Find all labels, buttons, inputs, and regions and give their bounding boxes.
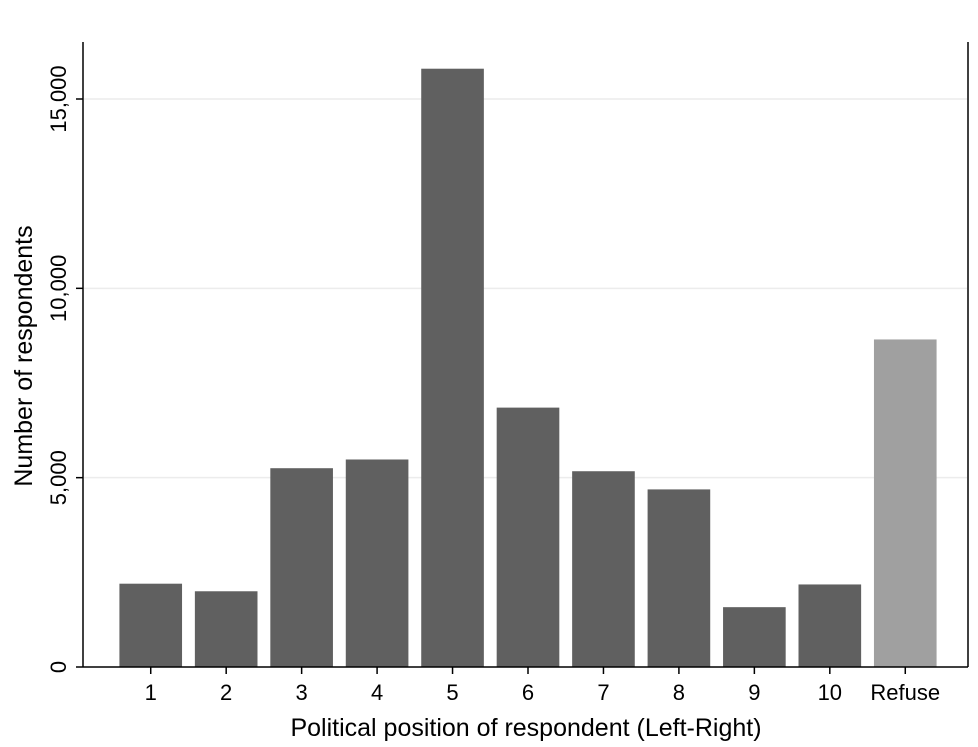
y-tick-label: 5,000	[46, 450, 71, 505]
x-tick-label: 2	[220, 680, 232, 705]
y-tick-label: 0	[46, 661, 71, 673]
x-tick-label: 8	[673, 680, 685, 705]
y-tick-label: 15,000	[46, 65, 71, 132]
x-ticks: 1 2 3 4 5 6 7 8 9 10 Refuse	[145, 667, 940, 705]
x-axis-title: Political position of respondent (Left-R…	[290, 714, 761, 742]
x-tick-label: Refuse	[870, 680, 940, 705]
bar	[119, 583, 183, 667]
x-tick-label: 5	[446, 680, 458, 705]
bar	[421, 68, 484, 667]
bar	[723, 607, 786, 667]
bar	[496, 407, 560, 667]
x-tick-label: 7	[597, 680, 609, 705]
y-ticks: 0 5,000 10,000 15,000	[46, 65, 83, 673]
y-tick-label: 10,000	[46, 255, 71, 322]
bar	[873, 339, 937, 667]
bar	[572, 471, 635, 667]
bar	[270, 468, 333, 667]
bars	[119, 68, 937, 667]
bar	[647, 489, 711, 667]
x-tick-label: 6	[522, 680, 534, 705]
bar	[798, 584, 862, 667]
bar	[345, 459, 409, 667]
x-tick-label: 3	[296, 680, 308, 705]
x-tick-label: 1	[145, 680, 157, 705]
x-tick-label: 4	[371, 680, 383, 705]
x-tick-label: 10	[818, 680, 842, 705]
y-axis-title: Number of respondents	[10, 225, 38, 486]
bar	[194, 591, 258, 667]
x-tick-label: 9	[748, 680, 760, 705]
axes	[82, 42, 969, 668]
